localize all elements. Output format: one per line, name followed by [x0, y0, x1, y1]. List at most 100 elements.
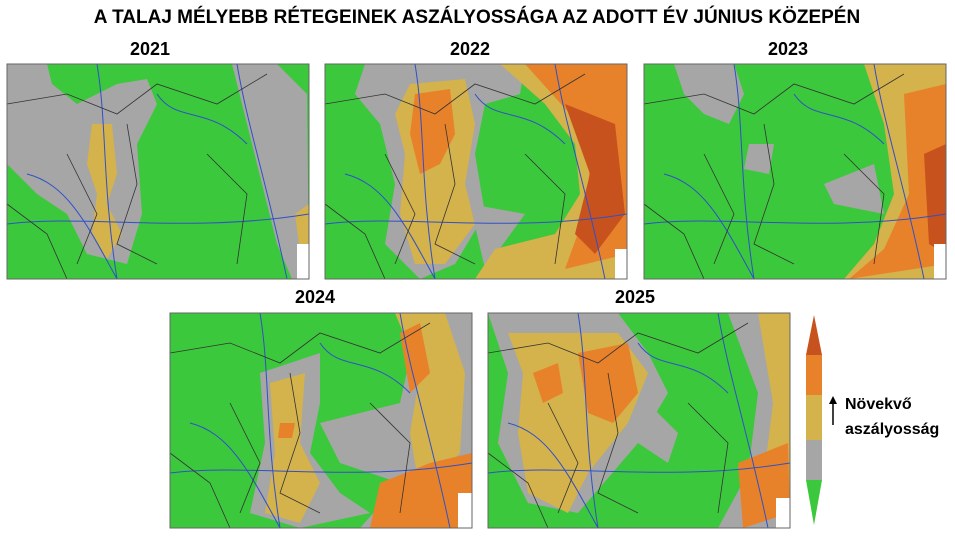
map-frame [487, 312, 791, 529]
legend: Növekvő aszályosság [806, 315, 939, 525]
border [6, 73, 268, 115]
river [873, 63, 925, 280]
river [6, 213, 310, 225]
legend-arrow-head [829, 396, 837, 404]
map-panel [487, 312, 791, 529]
river [414, 63, 436, 280]
map-panel [643, 63, 947, 280]
panel-year: 2024 [295, 287, 335, 307]
river [507, 422, 599, 529]
border [843, 153, 885, 265]
border [169, 452, 231, 529]
river [577, 312, 599, 529]
legend-label: aszályosság [845, 421, 939, 438]
panel-year: 2021 [130, 39, 170, 59]
border [487, 322, 749, 364]
border [229, 402, 261, 514]
legend-swatch [806, 355, 822, 395]
legend-swatch [806, 440, 822, 480]
river [399, 312, 451, 529]
river [324, 213, 628, 225]
river [487, 462, 791, 474]
drought-zone [470, 204, 525, 269]
panel-year: 2022 [450, 39, 490, 59]
border [703, 153, 735, 265]
river [554, 63, 606, 280]
legend-label: Növekvő [845, 396, 912, 413]
drought-zone [7, 64, 157, 264]
border [547, 402, 579, 514]
river [236, 63, 288, 280]
drought-zone [395, 313, 465, 493]
drought-zone [410, 89, 455, 174]
drought-zone [400, 323, 430, 393]
river [717, 312, 769, 529]
drought-zone [533, 363, 563, 403]
drought-zone [776, 498, 790, 528]
river [319, 342, 411, 394]
drought-zone [744, 144, 774, 174]
border [487, 452, 549, 529]
map-panel [169, 312, 473, 529]
drought-zone [578, 343, 638, 423]
figure-title: A TALAJ MÉLYEBB RÉTEGEINEK ASZÁLYOSSÁGA … [94, 6, 860, 28]
border [169, 322, 431, 364]
drought-zone [232, 64, 309, 279]
border [324, 203, 386, 280]
legend-swatch [806, 395, 822, 440]
panel-year: 2023 [768, 39, 808, 59]
map-frame [169, 312, 473, 529]
river [259, 312, 281, 529]
border [687, 402, 729, 514]
drought-zone [295, 204, 309, 244]
border [384, 153, 416, 265]
drought-zone [615, 249, 627, 279]
river [793, 93, 885, 145]
drought-zone [924, 144, 946, 254]
drought-zone [265, 373, 320, 523]
border [6, 203, 68, 280]
river [637, 342, 729, 394]
river [189, 422, 281, 529]
river [156, 93, 248, 145]
river [96, 63, 118, 280]
river [474, 93, 566, 145]
border [597, 372, 639, 514]
border [524, 153, 566, 265]
drought-zone [638, 403, 678, 463]
river [344, 173, 436, 280]
border [434, 123, 476, 265]
panel-year: 2025 [615, 287, 655, 307]
border [643, 203, 705, 280]
drought-zone [278, 423, 295, 438]
map-panel [324, 63, 628, 280]
drought-zone [934, 244, 946, 279]
border [206, 153, 248, 265]
map-frame [643, 63, 947, 280]
drought-zone [87, 124, 122, 259]
border [279, 372, 321, 514]
map-frame [6, 63, 310, 280]
border [369, 402, 411, 514]
drought-zone [297, 244, 309, 279]
border [753, 123, 795, 265]
border [116, 123, 158, 265]
drought-zone [370, 453, 472, 528]
legend-swatch [806, 480, 822, 525]
river [663, 173, 755, 280]
river [643, 213, 947, 225]
drought-zone [458, 493, 472, 528]
border [66, 153, 98, 265]
border [643, 73, 905, 115]
river [26, 173, 118, 280]
drought-zone [824, 164, 884, 214]
legend-swatch [806, 315, 822, 355]
map-frame [324, 63, 628, 280]
river [169, 462, 473, 474]
drought-zone [674, 64, 744, 124]
border [324, 73, 586, 115]
drought-zone [849, 84, 946, 279]
map-panel [6, 63, 310, 280]
river [733, 63, 755, 280]
